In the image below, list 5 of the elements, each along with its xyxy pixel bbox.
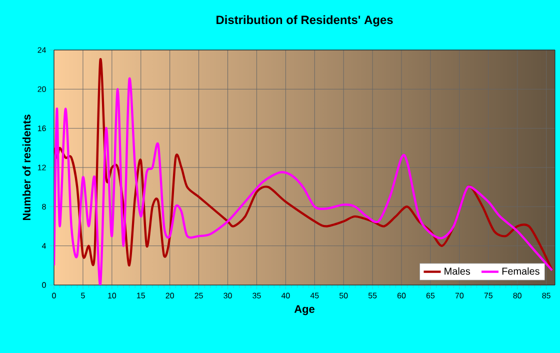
- y-axis-title: Number of residents: [22, 114, 31, 220]
- legend-label: Females: [502, 267, 540, 275]
- chart-title: Distribution of Residents' Ages: [216, 15, 393, 26]
- x-axis-title: Age: [294, 305, 314, 316]
- legend-label: Males: [444, 267, 470, 275]
